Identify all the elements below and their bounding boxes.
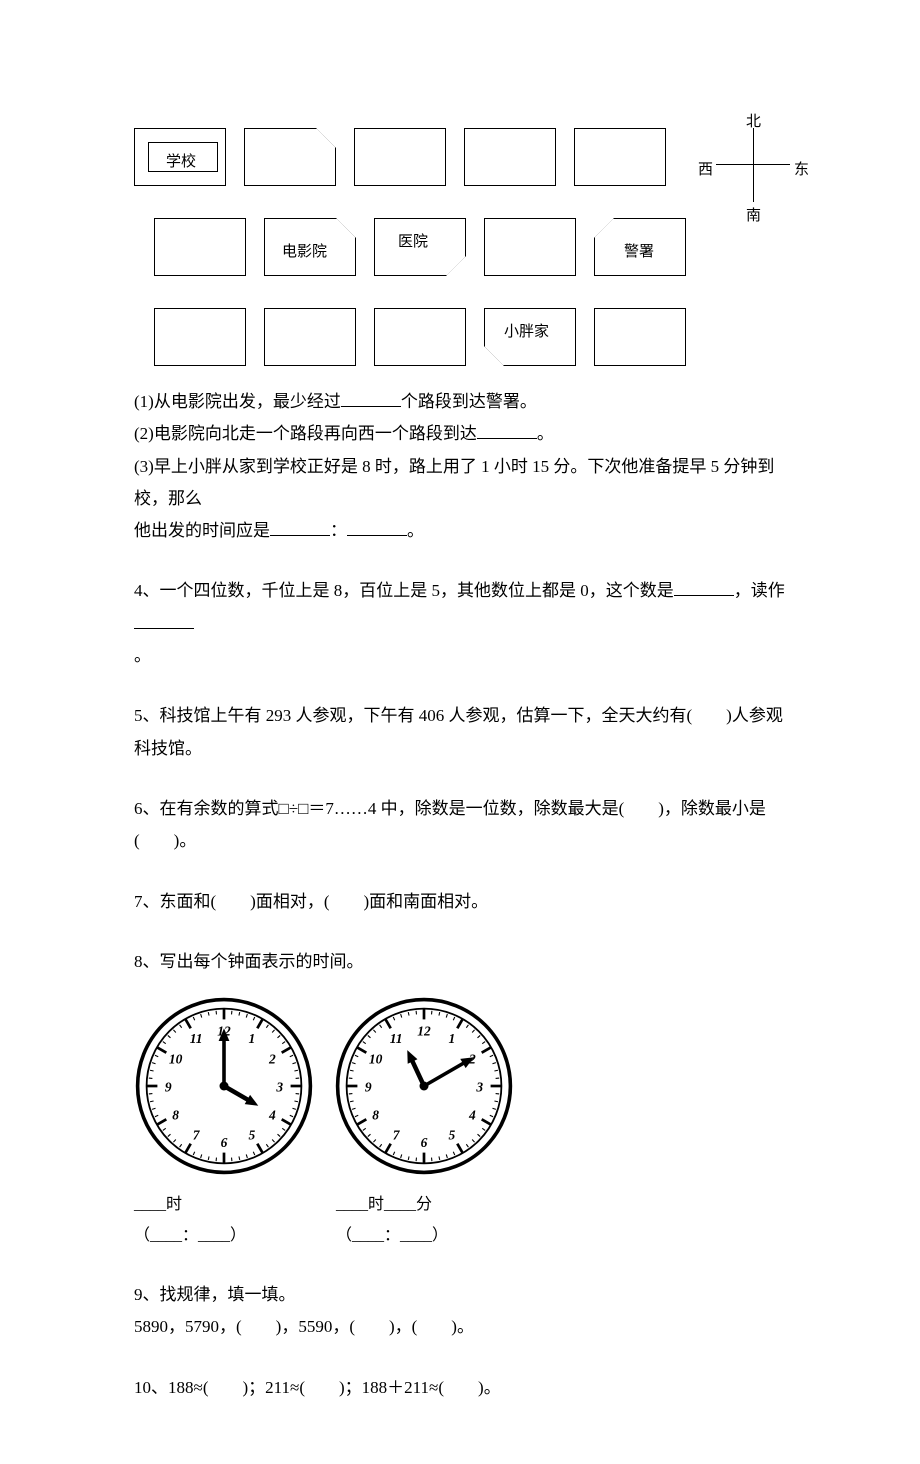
clock1-label2: （____：____）: [134, 1221, 314, 1251]
svg-text:11: 11: [390, 1031, 403, 1046]
svg-text:6: 6: [221, 1135, 228, 1150]
map-box: [154, 308, 246, 366]
question-9: 9、找规律，填一填。 5890，5790，( )，5590，( )，( )。: [134, 1279, 786, 1344]
blank: [270, 519, 330, 536]
text: (1)从电影院出发，最少经过: [134, 392, 341, 411]
svg-text:3: 3: [275, 1080, 283, 1095]
clock2-label1: ____时____分: [336, 1190, 516, 1220]
text: 9、找规律，填一填。: [134, 1279, 786, 1311]
svg-text:5: 5: [449, 1128, 456, 1143]
map-label: 小胖家: [504, 318, 549, 347]
svg-text:4: 4: [268, 1107, 276, 1122]
map-box: [374, 308, 466, 366]
map-box: [484, 218, 576, 276]
question-4: 4、一个四位数，千位上是 8，百位上是 5，其他数位上都是 0，这个数是 ，读作: [134, 575, 786, 640]
text: (3)早上小胖从家到学校正好是 8 时，路上用了 1 小时 15 分。下次他准备…: [134, 457, 774, 508]
question-1-3: (3)早上小胖从家到学校正好是 8 时，路上用了 1 小时 15 分。下次他准备…: [134, 451, 786, 516]
svg-text:11: 11: [190, 1031, 203, 1046]
question-5: 5、科技馆上午有 293 人参观，下午有 406 人参观，估算一下，全天大约有(…: [134, 700, 786, 765]
blank: [347, 519, 407, 536]
map-box: [154, 218, 246, 276]
blank: [674, 579, 734, 596]
map-box: [354, 128, 446, 186]
svg-text:1: 1: [449, 1031, 456, 1046]
clocks-row: 123456789101112123456789101112: [134, 996, 786, 1176]
svg-text:2: 2: [268, 1052, 276, 1067]
text: 7、东面和( )面相对，( )面和南面相对。: [134, 892, 488, 911]
text: 个路段到达警署。: [401, 392, 537, 411]
svg-text:8: 8: [172, 1107, 179, 1122]
svg-text:8: 8: [372, 1107, 379, 1122]
svg-text:3: 3: [475, 1080, 483, 1095]
question-8: 8、写出每个钟面表示的时间。: [134, 946, 786, 978]
map-label: 医院: [398, 228, 428, 257]
clock2-label2: （____：____）: [336, 1221, 516, 1251]
compass: 北 南 东 西: [704, 110, 804, 220]
blank: [477, 422, 537, 439]
svg-text:10: 10: [369, 1052, 383, 1067]
question-1-3b: 他出发的时间应是 ： 。: [134, 515, 786, 547]
map-box: [264, 308, 356, 366]
text: ，读作: [734, 581, 785, 600]
question-7: 7、东面和( )面相对，( )面和南面相对。: [134, 886, 786, 918]
blank: [134, 612, 194, 629]
map-box: [574, 128, 666, 186]
clock-2: 123456789101112: [334, 996, 514, 1176]
svg-text:4: 4: [468, 1107, 476, 1122]
text: ：: [330, 521, 347, 540]
clock-labels: ____时 （____：____） ____时____分 （____：____）: [134, 1190, 786, 1251]
svg-text:9: 9: [165, 1080, 172, 1095]
text: 5、科技馆上午有 293 人参观，下午有 406 人参观，估算一下，全天大约有(…: [134, 706, 783, 757]
question-1-1: (1)从电影院出发，最少经过 个路段到达警署。: [134, 386, 786, 418]
clock-1: 123456789101112: [134, 996, 314, 1176]
svg-text:9: 9: [365, 1080, 372, 1095]
text: 他出发的时间应是: [134, 521, 270, 540]
question-10: 10、188≈( )；211≈( )；188＋211≈( )。: [134, 1372, 786, 1404]
question-1-2: (2)电影院向北走一个路段再向西一个路段到达 。: [134, 418, 786, 450]
text: 5890，5790，( )，5590，( )，( )。: [134, 1311, 786, 1343]
text: 4、一个四位数，千位上是 8，百位上是 5，其他数位上都是 0，这个数是: [134, 581, 674, 600]
svg-text:6: 6: [421, 1135, 428, 1150]
svg-text:12: 12: [417, 1024, 431, 1039]
svg-text:5: 5: [249, 1128, 256, 1143]
text: (2)电影院向北走一个路段再向西一个路段到达: [134, 424, 477, 443]
map-diagram: 学校电影院医院警署小胖家 北 南 东 西: [134, 110, 714, 370]
map-box: [594, 308, 686, 366]
svg-text:1: 1: [249, 1031, 256, 1046]
text: 8、写出每个钟面表示的时间。: [134, 952, 364, 971]
text: 。: [537, 424, 554, 443]
map-label: 警署: [624, 238, 654, 267]
text: 。: [134, 646, 151, 665]
map-box: [464, 128, 556, 186]
question-4b: 。: [134, 640, 786, 672]
svg-text:10: 10: [169, 1052, 183, 1067]
text: 6、在有余数的算式□÷□＝7……4 中，除数是一位数，除数最大是( )，除数最小…: [134, 799, 766, 850]
text: 10、188≈( )；211≈( )；188＋211≈( )。: [134, 1378, 501, 1397]
map-label: 学校: [166, 148, 196, 177]
blank: [341, 390, 401, 407]
text: 。: [407, 521, 424, 540]
map-label: 电影院: [282, 238, 327, 267]
map-box: [244, 128, 336, 186]
clock1-label1: ____时: [134, 1190, 314, 1220]
question-6: 6、在有余数的算式□÷□＝7……4 中，除数是一位数，除数最大是( )，除数最小…: [134, 793, 786, 858]
